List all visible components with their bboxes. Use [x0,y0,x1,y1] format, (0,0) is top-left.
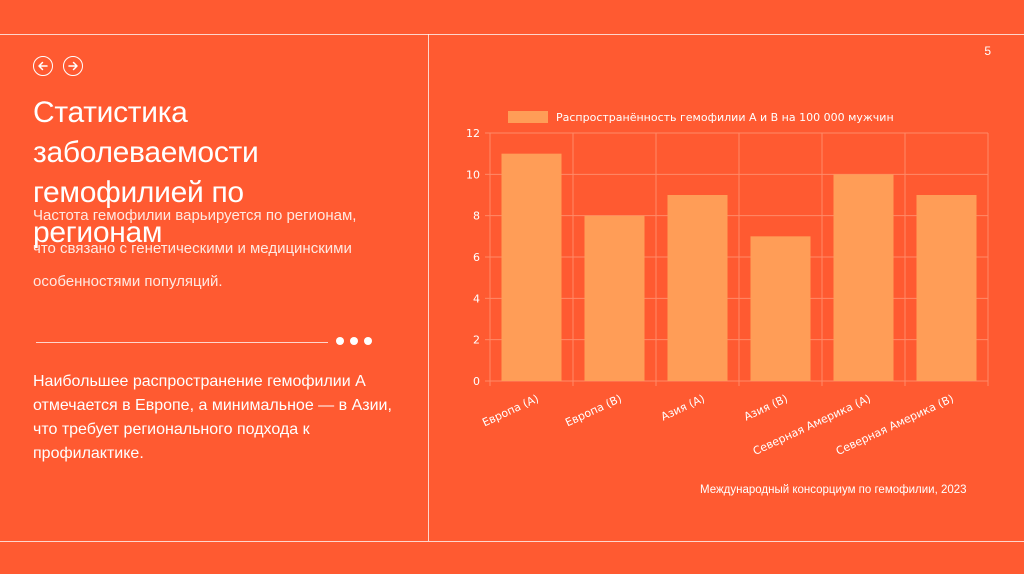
x-tick-label: Азия (A) [659,392,707,424]
slide-subtitle: Частота гемофилии варьируется по региона… [33,207,357,290]
frame-divider-line [428,34,429,541]
bar [667,195,728,381]
bar [584,215,645,381]
legend-label: Распространённость гемофилии A и B на 10… [556,111,894,124]
more-dots [336,337,372,345]
arrow-right-icon [68,61,78,71]
x-tick-label: Европа (B) [563,392,624,429]
next-slide-button[interactable] [63,56,83,76]
y-tick-label: 2 [473,334,480,347]
frame-top-line [0,34,1024,35]
bar [916,195,977,381]
legend-swatch [508,111,548,123]
y-tick-label: 0 [473,375,480,388]
slide-note: Наибольшее распространение гемофилии А о… [33,373,392,462]
source-caption: Международный консорциум по гемофилии, 2… [700,484,967,496]
prev-slide-button[interactable] [33,56,53,76]
y-tick-label: 12 [466,127,480,140]
bar-chart: 0 2 4 6 8 10 12 Европа (A) Европа (B) Азия (A) Ази… [466,111,989,458]
y-tick-label: 8 [473,210,480,223]
bar [750,236,811,381]
y-tick-label: 4 [473,292,480,305]
frame-bottom-line [0,541,1024,542]
bar [501,153,562,381]
slide-title: Статистика заболеваемости гемофилией по … [33,96,259,249]
bar [833,174,894,381]
x-tick-label: Азия (B) [742,392,790,424]
section-divider-line [36,342,328,343]
page-number: 5 [984,44,991,58]
x-tick-label: Европа (A) [480,392,540,429]
y-tick-label: 10 [466,168,480,181]
y-tick-label: 6 [473,251,480,264]
arrow-left-icon [38,61,48,71]
